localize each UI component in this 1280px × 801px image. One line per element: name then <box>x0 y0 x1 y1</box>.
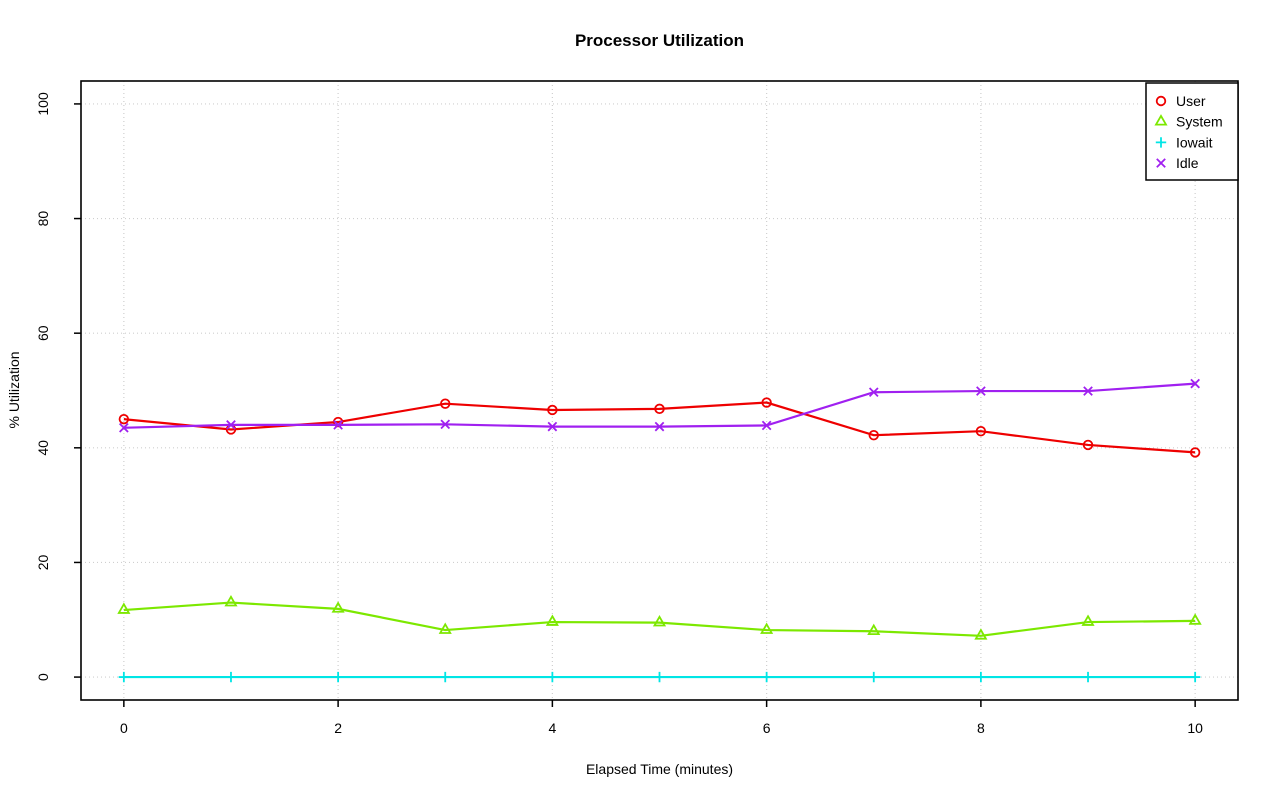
x-tick-label: 2 <box>334 720 342 736</box>
series-line <box>123 382 1196 429</box>
data-point <box>332 671 344 683</box>
data-point <box>331 601 345 613</box>
series-iowait <box>118 671 1201 683</box>
y-tick-label: 60 <box>35 325 51 341</box>
legend-item-iowait: Iowait <box>1155 134 1213 150</box>
data-point <box>1189 447 1201 458</box>
data-point <box>867 623 881 636</box>
data-point <box>440 419 451 430</box>
legend-marker-triangle <box>1154 114 1168 126</box>
data-point <box>975 425 987 437</box>
data-point <box>761 671 772 683</box>
data-point <box>547 671 558 683</box>
series-idle <box>119 378 1200 433</box>
plot-box <box>80 80 1239 701</box>
legend-item-system: System <box>1154 114 1223 130</box>
legend-item-user: User <box>1155 93 1206 109</box>
data-point <box>761 397 772 408</box>
data-point <box>868 430 879 441</box>
data-point <box>547 421 558 432</box>
data-point <box>333 420 343 430</box>
data-point <box>226 420 236 430</box>
data-point <box>545 614 559 626</box>
data-point <box>332 416 344 428</box>
data-point <box>547 404 558 416</box>
legend: User System Iowait Idle <box>1145 82 1239 181</box>
data-point <box>1189 671 1201 683</box>
data-point <box>118 413 130 425</box>
legend-label: Idle <box>1176 155 1199 171</box>
data-point <box>1082 439 1094 451</box>
data-point <box>1081 614 1095 626</box>
x-tick-label: 10 <box>1187 720 1203 736</box>
legend-marker-plus <box>1155 137 1167 148</box>
data-point <box>224 594 238 607</box>
y-tick-label: 0 <box>35 673 51 681</box>
legend-label: System <box>1176 114 1223 130</box>
series-system <box>117 594 1202 640</box>
y-tick-label: 40 <box>35 440 51 456</box>
data-point <box>652 615 667 627</box>
y-tick-label: 80 <box>35 211 51 227</box>
data-point <box>868 671 879 683</box>
data-point <box>654 671 665 683</box>
data-point <box>761 420 772 431</box>
data-point <box>118 671 130 683</box>
data-point <box>974 628 988 640</box>
data-point <box>868 387 879 398</box>
data-point <box>1190 378 1200 389</box>
data-point <box>440 671 451 683</box>
x-tick-label: 6 <box>763 720 771 736</box>
x-tick-label: 8 <box>977 720 985 736</box>
x-tick-label: 4 <box>548 720 556 736</box>
data-point <box>1083 386 1093 396</box>
data-point <box>119 422 129 433</box>
series-line <box>123 601 1196 637</box>
data-point <box>117 602 131 614</box>
data-point <box>440 398 451 409</box>
y-tick-label: 100 <box>35 92 51 116</box>
chart-title: Processor Utilization <box>574 31 745 50</box>
data-point <box>225 671 237 683</box>
data-point <box>975 671 987 683</box>
x-axis-label: Elapsed Time (minutes) <box>585 761 734 777</box>
data-point <box>760 622 774 634</box>
legend-marker-x <box>1156 158 1166 168</box>
legend-marker-circle <box>1155 95 1167 107</box>
y-axis-label: % Utilization <box>6 351 22 429</box>
data-point <box>654 421 665 432</box>
data-point <box>976 386 986 396</box>
data-point <box>1188 613 1202 625</box>
legend-label: Iowait <box>1176 134 1213 150</box>
data-point <box>438 622 452 634</box>
data-point <box>654 403 665 415</box>
data-point <box>1082 671 1094 683</box>
y-tick-label: 20 <box>35 554 51 570</box>
x-tick-label: 0 <box>120 720 128 736</box>
legend-label: User <box>1176 93 1206 109</box>
legend-item-idle: Idle <box>1156 155 1199 171</box>
